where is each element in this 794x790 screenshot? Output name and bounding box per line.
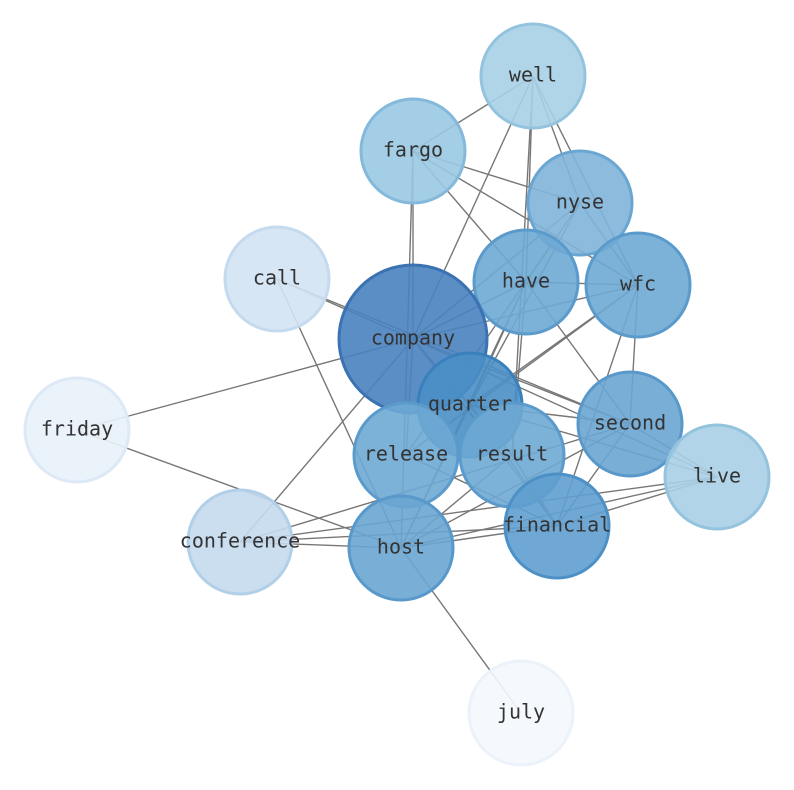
- node: [186, 488, 294, 596]
- node-label: quarter: [428, 392, 512, 416]
- node: [663, 423, 771, 531]
- node: [359, 97, 467, 205]
- node-label: friday: [41, 417, 113, 441]
- edge: [239, 476, 718, 543]
- node-label: nyse: [556, 190, 604, 214]
- node-label: company: [371, 326, 455, 350]
- nodes: well fargo nyse call have wfc company friday qua…: [23, 22, 771, 767]
- node-label: wfc: [620, 272, 656, 296]
- node-label: result: [476, 442, 548, 466]
- node-label: release: [364, 442, 448, 466]
- node-label: host: [377, 535, 425, 559]
- node-label: call: [253, 266, 301, 290]
- node-label: fargo: [383, 138, 443, 162]
- node-label: well: [509, 63, 557, 87]
- node: [467, 659, 575, 767]
- node-label: have: [502, 269, 550, 293]
- node: [23, 376, 131, 484]
- node: [479, 22, 587, 130]
- node: [584, 231, 692, 339]
- node: [347, 494, 455, 602]
- node-label: conference: [180, 529, 300, 553]
- node-label: financial: [503, 513, 611, 537]
- node-label: july: [497, 700, 545, 724]
- node-label: live: [693, 464, 741, 488]
- node: [526, 149, 634, 257]
- node: [576, 370, 684, 478]
- node-label: second: [594, 411, 666, 435]
- node: [472, 228, 580, 336]
- node: [503, 472, 611, 580]
- node: [223, 225, 331, 333]
